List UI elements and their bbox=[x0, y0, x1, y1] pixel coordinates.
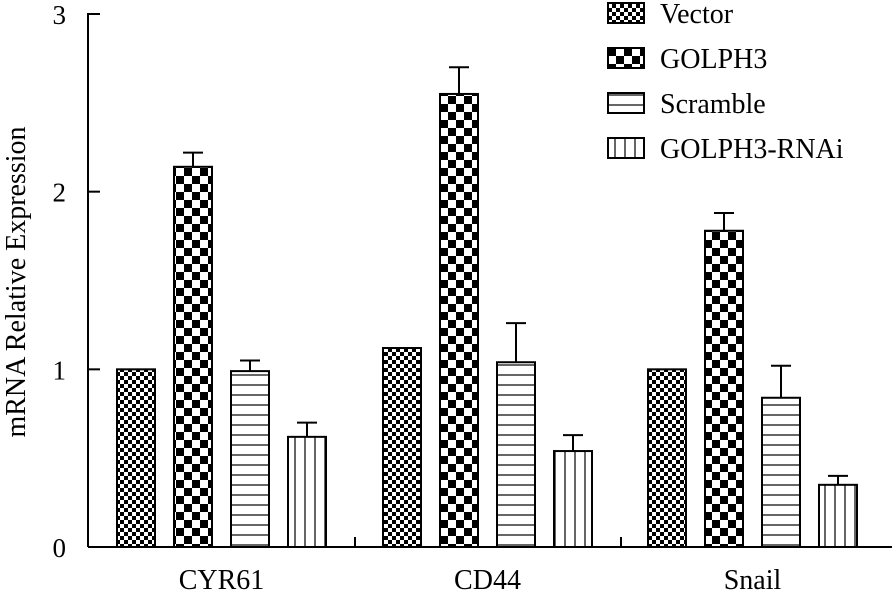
x-tick-label: CD44 bbox=[454, 565, 521, 592]
legend-label-golph3: GOLPH3 bbox=[660, 44, 767, 75]
legend-swatch-golph3 bbox=[607, 47, 645, 69]
bar-cd44-golph3 bbox=[439, 92, 479, 548]
bar-cyr61-golph3 bbox=[173, 165, 213, 548]
y-tick-label: 0 bbox=[53, 533, 67, 563]
legend-swatch-scramble bbox=[607, 92, 645, 114]
legend-label-golph3-rnai: GOLPH3-RNAi bbox=[660, 134, 844, 165]
x-tick-label: Snail bbox=[724, 565, 782, 592]
plot-area bbox=[116, 66, 858, 549]
y-tick-label: 2 bbox=[53, 178, 67, 208]
y-tick-label: 1 bbox=[53, 355, 67, 385]
bar-cyr61-scramble bbox=[230, 370, 270, 548]
x-tick-label: CYR61 bbox=[179, 565, 265, 592]
legend-label-vector: Vector bbox=[660, 0, 734, 30]
bar-snail-golph3 bbox=[704, 229, 744, 548]
bar-snail-vector bbox=[647, 368, 687, 549]
axes: CYR61 CD44 Snail 0 1 2 3 bbox=[53, 0, 892, 592]
bar-cd44-scramble bbox=[496, 361, 536, 548]
y-axis-title: mRNA Relative Expression bbox=[1, 126, 32, 437]
legend-swatch-vector bbox=[607, 2, 645, 24]
bar-snail-scramble bbox=[761, 396, 801, 549]
bar-cyr61-vector bbox=[116, 368, 156, 549]
legend: Vector GOLPH3 Scramble GOLPH3-RNAi bbox=[607, 0, 844, 165]
legend-swatch-golph3-rnai bbox=[607, 137, 645, 159]
bar-cd44-vector bbox=[382, 347, 422, 548]
y-tick-label: 3 bbox=[53, 0, 67, 30]
legend-label-scramble: Scramble bbox=[660, 89, 766, 120]
bar-cd44-golph3-rnai bbox=[553, 450, 593, 548]
bar-cyr61-golph3-rnai bbox=[287, 435, 327, 549]
bar-snail-golph3-rnai bbox=[818, 483, 858, 549]
